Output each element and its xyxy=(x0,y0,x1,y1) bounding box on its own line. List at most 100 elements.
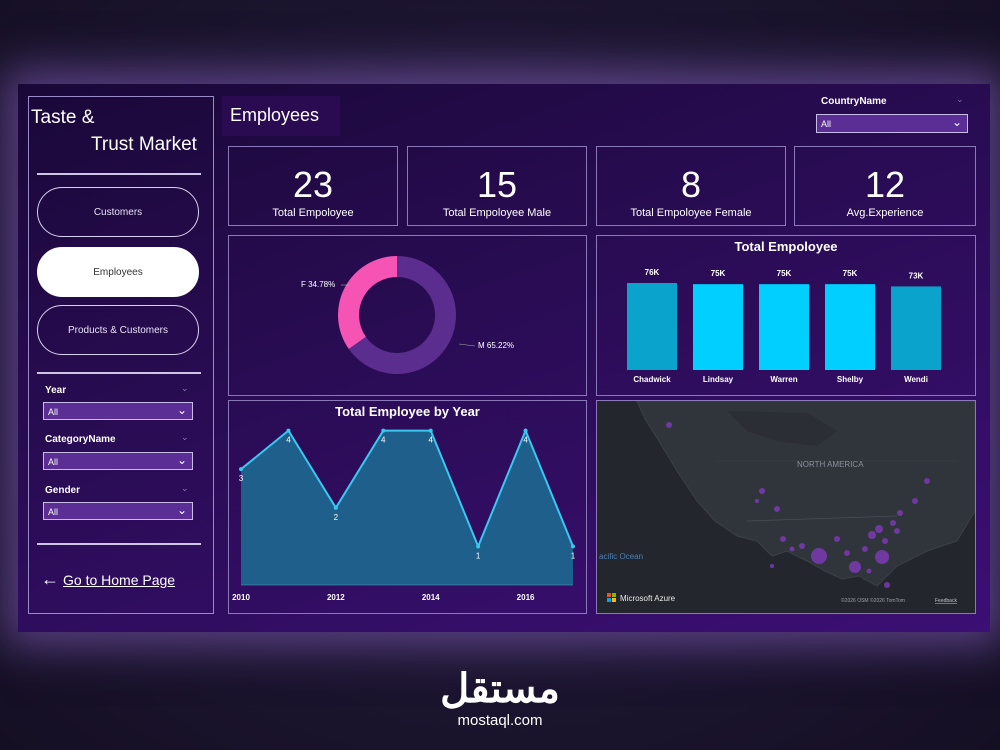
map-bubble[interactable] xyxy=(755,499,759,503)
area-point[interactable] xyxy=(428,428,433,433)
donut-leader-line xyxy=(458,343,476,347)
map-bubble[interactable] xyxy=(897,510,903,516)
microsoft-logo-green xyxy=(612,593,616,597)
bar-chadwick[interactable] xyxy=(627,283,677,370)
chevron-down-icon: ⌄ xyxy=(181,483,189,493)
go-home-link[interactable]: ← Go to Home Page xyxy=(41,569,175,590)
kpi-label: Total Empoloyee Male xyxy=(442,207,552,219)
bar-category-label: Wendi xyxy=(904,375,928,384)
area-data-label: 2 xyxy=(334,513,339,522)
map-region-label: NORTH AMERICA xyxy=(797,460,864,469)
donut-label-male: M 65.22% xyxy=(478,341,514,350)
x-tick-label: 2016 xyxy=(517,593,535,602)
nav-products-customers-button[interactable]: Products & Customers xyxy=(37,305,199,355)
area-fill xyxy=(241,430,573,585)
kpi-value: 8 xyxy=(680,164,702,205)
kpi-label: Avg.Experience xyxy=(846,207,924,219)
divider xyxy=(37,543,201,545)
map-bubble[interactable] xyxy=(862,546,868,552)
chevron-down-icon: ⌄ xyxy=(176,453,187,467)
bar-warren[interactable] xyxy=(759,284,809,370)
microsoft-logo-icon xyxy=(607,593,616,602)
category-filter-label: CategoryName xyxy=(45,434,116,445)
area-data-label: 4 xyxy=(381,436,386,445)
map-bubble[interactable] xyxy=(912,498,918,504)
employee-bar-chart: 76K Chadwick 75K Lindsay 75K Warren 75K Shelby 7… xyxy=(627,268,941,384)
area-point[interactable] xyxy=(571,544,575,549)
donut-slice-m[interactable] xyxy=(348,256,456,374)
kpi-value: 15 xyxy=(476,164,518,205)
area-point[interactable] xyxy=(476,544,481,549)
map-bubble[interactable] xyxy=(866,568,872,574)
kpi-value: 12 xyxy=(864,164,906,205)
map-bubble[interactable] xyxy=(770,564,774,568)
map-bubble[interactable] xyxy=(834,536,840,542)
bar-lindsay[interactable] xyxy=(693,284,743,370)
area-point[interactable] xyxy=(239,467,243,472)
map-bubble[interactable] xyxy=(875,550,889,564)
country-dropdown[interactable]: All ⌄ xyxy=(816,114,968,133)
brand-line-1: Taste & xyxy=(31,107,95,128)
kpi-total-employee: 23 Total Empoloyee xyxy=(228,146,398,226)
x-tick-label: 2012 xyxy=(327,593,345,602)
divider xyxy=(37,173,201,175)
map-bubble[interactable] xyxy=(849,561,861,573)
nav-customers-button[interactable]: Customers xyxy=(37,187,199,237)
bar-wendi[interactable] xyxy=(891,286,941,370)
map-bubble[interactable] xyxy=(875,525,883,533)
kpi-total-male: 15 Total Empoloyee Male xyxy=(407,146,587,226)
gender-donut-panel: F 34.78% M 65.22% xyxy=(228,235,587,396)
map-visual[interactable]: NORTH AMERICA acific Ocean Microsoft Azu… xyxy=(597,401,975,613)
map-panel[interactable]: NORTH AMERICA acific Ocean Microsoft Azu… xyxy=(596,400,976,614)
chevron-down-icon: ⌄ xyxy=(956,94,964,104)
area-point[interactable] xyxy=(286,428,291,433)
area-data-label: 1 xyxy=(571,551,576,560)
map-bubble[interactable] xyxy=(844,550,850,556)
map-bubble[interactable] xyxy=(774,506,780,512)
category-dropdown[interactable]: All ⌄ xyxy=(43,452,193,470)
gender-dropdown[interactable]: All ⌄ xyxy=(43,502,193,520)
country-dropdown-value: All xyxy=(821,119,832,129)
map-bubble[interactable] xyxy=(868,531,876,539)
kpi-avg-experience: 12 Avg.Experience xyxy=(794,146,976,226)
map-bubble[interactable] xyxy=(894,528,900,534)
map-bubble[interactable] xyxy=(924,478,930,484)
map-bubble[interactable] xyxy=(884,582,890,588)
area-point[interactable] xyxy=(333,505,338,510)
x-tick-label: 2014 xyxy=(422,593,440,602)
microsoft-logo-blue xyxy=(607,598,611,602)
chevron-down-icon: ⌄ xyxy=(176,503,187,517)
map-feedback-link[interactable]: Feedback xyxy=(935,598,957,604)
map-bubble[interactable] xyxy=(882,538,888,544)
category-dropdown-value: All xyxy=(48,457,59,467)
bar-shelby[interactable] xyxy=(825,284,875,370)
donut-slice-f[interactable] xyxy=(338,256,397,350)
kpi-label: Total Empoloyee xyxy=(272,207,354,219)
map-bubble[interactable] xyxy=(666,422,672,428)
map-bubble[interactable] xyxy=(780,536,786,542)
year-dropdown-value: All xyxy=(48,407,59,417)
chevron-down-icon: ⌄ xyxy=(181,432,189,442)
bar-chart-title: Total Empoloyee xyxy=(734,239,838,254)
nav-employees-button[interactable]: Employees xyxy=(37,247,199,297)
kpi-label: Total Empoloyee Female xyxy=(630,207,752,219)
bar-category-label: Warren xyxy=(770,375,797,384)
map-bubble[interactable] xyxy=(799,543,805,549)
map-bubble[interactable] xyxy=(759,488,765,494)
chevron-down-icon: ⌄ xyxy=(176,403,187,417)
area-data-label: 4 xyxy=(523,436,528,445)
area-point[interactable] xyxy=(523,428,528,433)
map-bubble[interactable] xyxy=(890,520,896,526)
bar-value-label: 75K xyxy=(843,269,858,278)
chevron-down-icon: ⌄ xyxy=(181,383,189,393)
map-bubble[interactable] xyxy=(811,548,827,564)
gender-dropdown-value: All xyxy=(48,507,59,517)
map-bubble[interactable] xyxy=(789,546,795,552)
divider xyxy=(37,372,201,374)
area-point[interactable] xyxy=(381,428,386,433)
year-dropdown[interactable]: All ⌄ xyxy=(43,402,193,420)
gender-filter-label: Gender xyxy=(45,485,81,496)
kpi-total-female: 8 Total Empoloyee Female xyxy=(596,146,786,226)
bar-category-label: Lindsay xyxy=(703,375,734,384)
sidebar: Taste & Trust Market Customers Employees… xyxy=(28,96,214,614)
